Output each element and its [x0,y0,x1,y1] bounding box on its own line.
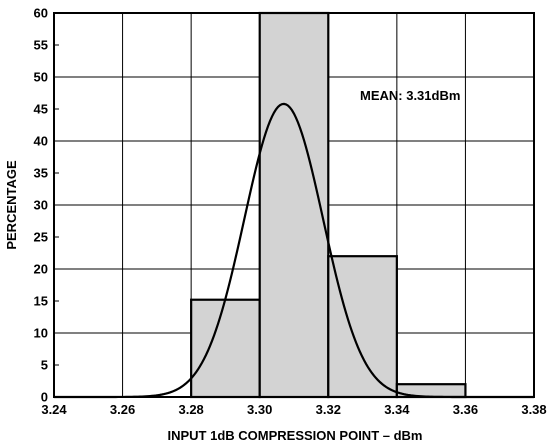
x-tick-label: 3.28 [178,402,203,417]
y-tick-label: 15 [34,294,48,309]
y-tick-label: 20 [34,262,48,277]
y-tick-label: 0 [41,390,48,405]
y-tick-labels: 0 5 10 15 20 25 30 35 40 45 50 55 60 [34,6,48,405]
y-tick-label: 5 [41,358,48,373]
y-tick-label: 30 [34,198,48,213]
bar-layer [190,11,467,399]
x-tick-label: 3.32 [316,402,341,417]
y-tick-label: 55 [34,38,48,53]
plot-frame [53,12,535,398]
mean-annotation: MEAN: 3.31dBm [360,88,460,103]
y-tick-label: 35 [34,166,48,181]
x-tick-label: 3.30 [247,402,272,417]
x-tick-label: 3.34 [384,402,410,417]
x-axis-title: INPUT 1dB COMPRESSION POINT – dBm [168,428,423,443]
y-tick-label: 50 [34,70,48,85]
y-tick-label: 60 [34,6,48,21]
histogram-bar [327,255,398,399]
y-tick-label: 10 [34,326,48,341]
y-axis-title: PERCENTAGE [4,160,19,250]
y-tick-label: 25 [34,230,48,245]
x-tick-label: 3.24 [41,402,67,417]
y-tick-label: 40 [34,134,48,149]
x-tick-label: 3.38 [521,402,546,417]
x-tick-labels: 3.24 3.26 3.28 3.30 3.32 3.34 3.36 3.38 [41,402,546,417]
y-tick-label: 45 [34,102,48,117]
x-tick-label: 3.36 [453,402,478,417]
x-tick-label: 3.26 [110,402,135,417]
histogram-bar [258,11,330,399]
histogram-bar [190,298,261,399]
